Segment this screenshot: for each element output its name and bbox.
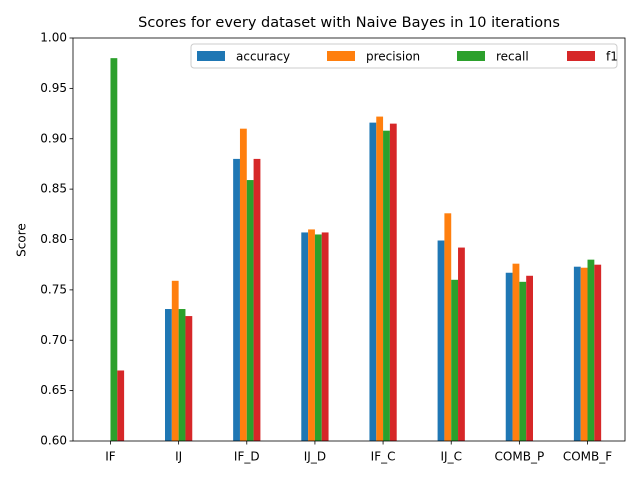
bar [314, 234, 322, 441]
legend-label: accuracy [236, 50, 290, 64]
legend-label: f1 [606, 50, 618, 64]
bar [451, 279, 459, 441]
bar [233, 158, 240, 441]
bar [519, 281, 527, 441]
x-tick-label: COMB_P [495, 450, 545, 464]
bar [376, 116, 384, 442]
bar [239, 128, 247, 442]
bar [587, 259, 595, 441]
x-tick-label: IJ_D [304, 450, 326, 464]
bar [580, 267, 588, 441]
bar [117, 370, 125, 441]
bar [185, 316, 193, 441]
legend-swatch [457, 51, 485, 61]
legend-swatch [197, 51, 225, 61]
y-tick-label: 0.90 [40, 131, 67, 145]
x-tick-label: IJ [175, 450, 182, 464]
bar [369, 122, 377, 441]
y-axis-label: Score [15, 223, 29, 257]
bar [512, 263, 520, 441]
y-tick-label: 0.70 [40, 333, 67, 347]
bar [526, 275, 533, 441]
y-tick-label: 0.75 [40, 282, 67, 296]
legend-swatch [567, 51, 595, 61]
bar [165, 309, 172, 441]
y-tick-label: 0.60 [40, 434, 67, 448]
bar [383, 130, 390, 441]
bar [573, 266, 581, 441]
legend-label: precision [366, 50, 420, 64]
y-tick-label: 0.80 [40, 232, 67, 246]
chart-title: Scores for every dataset with Naive Baye… [138, 15, 560, 31]
x-tick-label: COMB_F [563, 450, 612, 464]
bar [458, 247, 465, 441]
bar [253, 158, 261, 441]
axes-frame [72, 37, 626, 442]
legend-box [190, 43, 618, 69]
y-tick-label: 0.65 [40, 383, 67, 397]
x-tick-label: IF [105, 450, 116, 464]
bar [246, 180, 254, 441]
y-tick-label: 1.00 [40, 31, 67, 45]
y-tick-label: 0.85 [40, 182, 67, 196]
bar [437, 240, 445, 441]
bar [444, 213, 452, 441]
bar [389, 123, 397, 441]
bar [171, 280, 179, 441]
x-tick-label: IF_C [371, 450, 396, 464]
bar [594, 264, 602, 441]
bar [505, 272, 513, 441]
y-tick-label: 0.95 [40, 81, 67, 95]
bar [110, 58, 118, 442]
bar [301, 232, 309, 441]
bar [321, 232, 329, 441]
bar [178, 309, 186, 441]
x-tick-label: IJ_C [440, 450, 461, 464]
bar [308, 229, 315, 441]
legend-swatch [327, 51, 355, 61]
legend-label: recall [496, 50, 529, 64]
x-tick-label: IF_D [234, 450, 260, 464]
